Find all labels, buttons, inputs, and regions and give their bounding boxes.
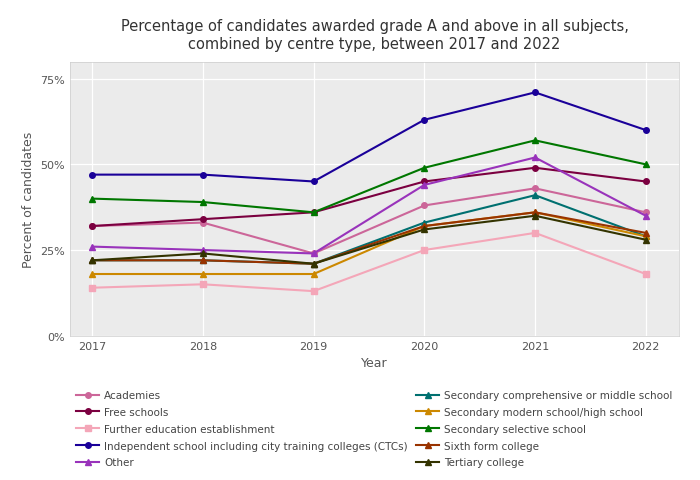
Independent school including city training colleges (CTCs) — [88, 172, 97, 178]
Other — [420, 183, 428, 189]
Independent school including city training colleges (CTCs) — [531, 90, 539, 96]
Free schools — [420, 179, 428, 185]
Secondary modern school/high school — [531, 210, 539, 216]
Secondary comprehensive or middle school — [642, 234, 650, 240]
Sixth form college — [531, 210, 539, 216]
Sixth form college — [420, 224, 428, 229]
Free schools — [531, 166, 539, 171]
Academies — [531, 186, 539, 192]
Further education establishment — [309, 288, 318, 294]
Secondary comprehensive or middle school — [420, 220, 428, 226]
Line: Further education establishment: Further education establishment — [90, 230, 649, 294]
Secondary modern school/high school — [199, 272, 207, 277]
Secondary selective school — [88, 196, 97, 202]
Sixth form college — [642, 230, 650, 236]
Secondary comprehensive or middle school — [88, 258, 97, 264]
Secondary modern school/high school — [309, 272, 318, 277]
Secondary selective school — [420, 166, 428, 171]
Line: Tertiary college: Tertiary college — [90, 214, 649, 267]
Independent school including city training colleges (CTCs) — [420, 118, 428, 123]
Legend: Academies, Free schools, Further education establishment, Independent school inc: Academies, Free schools, Further educati… — [76, 390, 673, 468]
Line: Free schools: Free schools — [90, 166, 649, 229]
Other — [642, 214, 650, 219]
Sixth form college — [309, 261, 318, 267]
Academies — [642, 210, 650, 216]
Secondary modern school/high school — [642, 234, 650, 240]
Secondary comprehensive or middle school — [531, 193, 539, 199]
Sixth form college — [88, 258, 97, 264]
Tertiary college — [309, 261, 318, 267]
Tertiary college — [199, 251, 207, 257]
Free schools — [88, 224, 97, 229]
Further education establishment — [88, 285, 97, 291]
Further education establishment — [642, 272, 650, 277]
Academies — [420, 203, 428, 209]
Independent school including city training colleges (CTCs) — [199, 172, 207, 178]
Line: Academies: Academies — [90, 186, 649, 257]
Academies — [199, 220, 207, 226]
Further education establishment — [420, 248, 428, 253]
Title: Percentage of candidates awarded grade A and above in all subjects,
combined by : Percentage of candidates awarded grade A… — [120, 19, 629, 51]
Free schools — [199, 217, 207, 223]
Y-axis label: Percent of candidates: Percent of candidates — [22, 131, 35, 267]
Line: Sixth form college: Sixth form college — [90, 210, 649, 267]
Academies — [88, 224, 97, 229]
Other — [88, 244, 97, 250]
Secondary comprehensive or middle school — [199, 258, 207, 264]
Tertiary college — [88, 258, 97, 264]
Other — [309, 251, 318, 257]
Secondary modern school/high school — [420, 224, 428, 229]
Other — [199, 248, 207, 253]
Line: Secondary selective school: Secondary selective school — [90, 138, 649, 216]
Academies — [309, 251, 318, 257]
Tertiary college — [420, 227, 428, 233]
Secondary selective school — [199, 200, 207, 205]
Further education establishment — [531, 230, 539, 236]
Secondary selective school — [309, 210, 318, 216]
Further education establishment — [199, 282, 207, 288]
X-axis label: Year: Year — [361, 356, 388, 369]
Independent school including city training colleges (CTCs) — [309, 179, 318, 185]
Tertiary college — [642, 238, 650, 243]
Free schools — [642, 179, 650, 185]
Secondary modern school/high school — [88, 272, 97, 277]
Sixth form college — [199, 258, 207, 264]
Secondary selective school — [531, 138, 539, 144]
Secondary comprehensive or middle school — [309, 261, 318, 267]
Line: Independent school including city training colleges (CTCs): Independent school including city traini… — [90, 90, 649, 185]
Independent school including city training colleges (CTCs) — [642, 128, 650, 134]
Line: Other: Other — [90, 156, 649, 257]
Other — [531, 156, 539, 161]
Free schools — [309, 210, 318, 216]
Line: Secondary comprehensive or middle school: Secondary comprehensive or middle school — [90, 193, 649, 267]
Secondary selective school — [642, 162, 650, 168]
Line: Secondary modern school/high school: Secondary modern school/high school — [90, 210, 649, 277]
Tertiary college — [531, 214, 539, 219]
